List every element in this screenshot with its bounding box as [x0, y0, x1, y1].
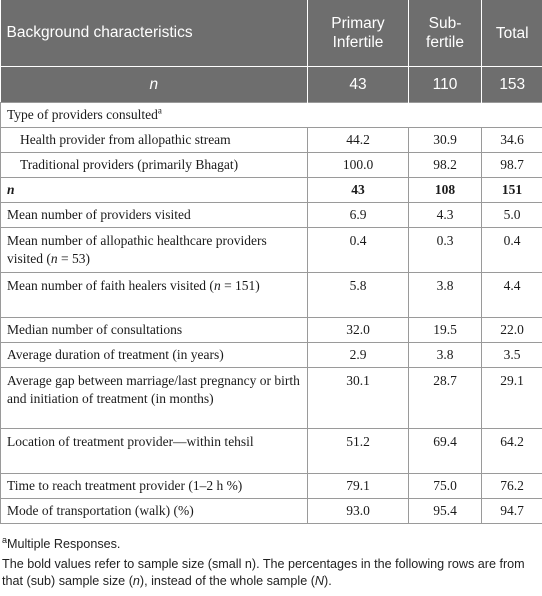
cell-primary: 100.0 — [307, 152, 409, 178]
cell-total: 22.0 — [481, 317, 542, 343]
header-primary-line1: Primary — [331, 15, 385, 32]
cell-total: 3.5 — [481, 342, 542, 368]
header-n-total: 153 — [481, 66, 542, 103]
cell-primary: 32.0 — [307, 317, 409, 343]
cell-primary: 6.9 — [307, 202, 409, 228]
footnote-multiple-responses: aMultiple Responses. — [2, 534, 121, 551]
section-footnote-marker: a — [157, 105, 162, 116]
row-label: Time to reach treatment provider (1–2 h … — [0, 473, 308, 499]
row-label: Median number of consultations — [0, 317, 308, 343]
table-row: Mode of transportation (walk) (%) 93.0 9… — [0, 498, 542, 524]
table-row: Location of treatment provider—within te… — [0, 428, 542, 474]
cell-total: 5.0 — [481, 202, 542, 228]
cell-primary: 79.1 — [307, 473, 409, 499]
cell-total: 29.1 — [481, 367, 542, 429]
cell-sub: 69.4 — [408, 428, 482, 474]
cell-primary: 30.1 — [307, 367, 409, 429]
cell-sub: 3.8 — [408, 342, 482, 368]
header-primary-infertile: Primary Infertile — [307, 0, 409, 67]
header-n-primary: 43 — [307, 66, 409, 103]
cell-primary: 2.9 — [307, 342, 409, 368]
header-primary-line2: Infertile — [332, 34, 384, 51]
section-row: Type of providers consulteda — [0, 102, 542, 128]
row-label: Mean number of allopathic healthcare pro… — [0, 227, 308, 273]
cell-primary: 5.8 — [307, 272, 409, 318]
cell-total: 64.2 — [481, 428, 542, 474]
table-row: Average duration of treatment (in years)… — [0, 342, 542, 368]
table-row: Traditional providers (primarily Bhagat)… — [0, 152, 542, 178]
cell-sub: 108 — [408, 177, 482, 203]
cell-total: 151 — [481, 177, 542, 203]
row-label: Mean number of faith healers visited (n … — [0, 272, 308, 318]
cell-total: 0.4 — [481, 227, 542, 273]
table-row: Mean number of allopathic healthcare pro… — [0, 227, 542, 273]
cell-sub: 30.9 — [408, 127, 482, 153]
row-label: Traditional providers (primarily Bhagat) — [0, 152, 308, 178]
sample-size-row: n 43 108 151 — [0, 177, 542, 203]
footnote-marker: a — [2, 534, 8, 545]
cell-primary: 44.2 — [307, 127, 409, 153]
cell-total: 98.7 — [481, 152, 542, 178]
header-row: Background characteristics Primary Infer… — [0, 0, 542, 67]
row-label: Health provider from allopathic stream — [0, 127, 308, 153]
cell-sub: 3.8 — [408, 272, 482, 318]
table-footnotes: aMultiple Responses. The bold values ref… — [2, 534, 542, 590]
table-row: Mean number of providers visited 6.9 4.3… — [0, 202, 542, 228]
cell-primary: 43 — [307, 177, 409, 203]
cell-total: 94.7 — [481, 498, 542, 524]
header-sub-fertile: Sub- fertile — [408, 0, 482, 67]
cell-sub: 19.5 — [408, 317, 482, 343]
cell-sub: 4.3 — [408, 202, 482, 228]
header-total: Total — [481, 0, 542, 67]
table-row: Mean number of faith healers visited (n … — [0, 272, 542, 318]
table-row: Average gap between marriage/last pregna… — [0, 367, 542, 429]
row-label: Average duration of treatment (in years) — [0, 342, 308, 368]
cell-sub: 98.2 — [408, 152, 482, 178]
header-n-label: n — [0, 66, 308, 103]
header-sub-line2: fertile — [426, 34, 464, 51]
cell-sub: 95.4 — [408, 498, 482, 524]
cell-total: 76.2 — [481, 473, 542, 499]
header-sub-line1: Sub- — [428, 15, 462, 32]
cell-sub: 28.7 — [408, 367, 482, 429]
section-label: Type of providers consulteda — [0, 102, 542, 128]
header-n-row: n 43 110 153 — [0, 66, 542, 103]
footnote-bold-values: The bold values refer to sample size (sm… — [2, 557, 525, 588]
row-label-n: n — [0, 177, 308, 203]
table-row: Time to reach treatment provider (1–2 h … — [0, 473, 542, 499]
row-label: Mode of transportation (walk) (%) — [0, 498, 308, 524]
data-table: Background characteristics Primary Infer… — [0, 0, 542, 524]
cell-primary: 51.2 — [307, 428, 409, 474]
table-row: Median number of consultations 32.0 19.5… — [0, 317, 542, 343]
row-label: Mean number of providers visited — [0, 202, 308, 228]
header-background-characteristics: Background characteristics — [0, 0, 308, 67]
cell-total: 34.6 — [481, 127, 542, 153]
row-label: Average gap between marriage/last pregna… — [0, 367, 308, 429]
cell-sub: 75.0 — [408, 473, 482, 499]
cell-sub: 0.3 — [408, 227, 482, 273]
table-row: Health provider from allopathic stream 4… — [0, 127, 542, 153]
cell-total: 4.4 — [481, 272, 542, 318]
cell-primary: 0.4 — [307, 227, 409, 273]
row-label: Location of treatment provider—within te… — [0, 428, 308, 474]
header-n-sub: 110 — [408, 66, 482, 103]
cell-primary: 93.0 — [307, 498, 409, 524]
